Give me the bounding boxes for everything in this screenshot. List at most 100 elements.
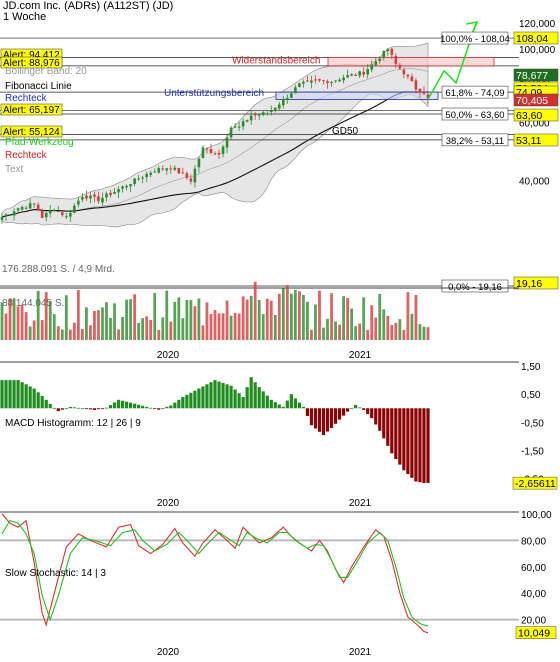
macd-bar: [309, 408, 314, 426]
candle-body: [358, 71, 361, 76]
macd-bar: [398, 408, 402, 465]
candle-body: [282, 99, 285, 106]
macd-bar: [265, 395, 269, 409]
volume-bar: [350, 308, 354, 340]
volume-bar: [44, 292, 48, 340]
overlay-label: Rechteck: [5, 150, 48, 161]
price-badge-bg: [513, 93, 559, 107]
macd-bar: [249, 377, 253, 409]
candle-body: [221, 146, 225, 154]
alert-label-bg: [0, 125, 63, 138]
volume-bar: [177, 297, 181, 340]
candle-body: [338, 79, 341, 82]
macd-bar: [173, 402, 177, 409]
price-badge-bg: [513, 108, 559, 122]
support-label: Unterstützungsbereich: [164, 88, 264, 99]
volume-bar: [306, 301, 309, 340]
candle-body: [129, 184, 132, 187]
candle-body: [362, 71, 365, 75]
candle-body: [181, 172, 185, 174]
candle-body: [249, 115, 253, 121]
volume-bar: [193, 306, 197, 340]
candle-body: [225, 137, 229, 148]
macd-bar: [418, 408, 422, 483]
macd-bar: [394, 408, 398, 459]
macd-bar: [257, 387, 261, 409]
macd-badge-bg: [512, 476, 558, 490]
macd-bar: [237, 393, 241, 409]
macd-bar: [213, 380, 217, 409]
volume-bar: [76, 290, 80, 340]
candle-body: [40, 210, 44, 218]
candle-body: [0, 217, 4, 220]
support-zone: [275, 91, 439, 100]
macd-bar: [354, 404, 358, 409]
candle-body: [402, 69, 406, 75]
volume-bar: [72, 322, 76, 340]
macd-bar: [426, 408, 430, 483]
macd-bar: [153, 408, 157, 410]
alert-label: Alert: 65,197: [3, 105, 60, 116]
macd-bar: [273, 402, 277, 409]
candle-body: [346, 75, 349, 78]
macd-bar: [52, 408, 56, 410]
candle-body: [205, 148, 209, 150]
stoch-badge: 10,049: [518, 628, 550, 640]
candle-body: [233, 126, 237, 128]
volume-bar: [285, 285, 289, 340]
candle-body: [173, 167, 177, 170]
volume-bar: [28, 326, 32, 340]
candle-body: [426, 94, 430, 99]
price-badge: 78,677: [516, 70, 548, 82]
volume-bar: [161, 317, 165, 340]
candle-body: [48, 210, 52, 214]
candle-body: [350, 73, 353, 76]
volume-bar: [60, 329, 64, 340]
candle-body: [165, 168, 169, 171]
macd-bar: [325, 408, 330, 432]
candle-body: [330, 81, 333, 83]
volume-bar: [109, 317, 112, 340]
candle-body: [32, 203, 36, 205]
candle-body: [125, 185, 128, 188]
macd-bar: [293, 398, 297, 409]
macd-bar: [205, 384, 209, 409]
volume-bar: [213, 309, 217, 340]
volume-bar: [189, 300, 193, 340]
candle-body: [406, 74, 410, 77]
volume-bar: [32, 320, 36, 340]
macd-bar: [149, 407, 153, 409]
candle-body: [334, 80, 337, 82]
volume-last-label: 88.144.045 S.: [2, 298, 64, 309]
candle-body: [213, 153, 217, 155]
volume-bar: [105, 302, 108, 340]
candle-body: [390, 48, 394, 55]
candle-body: [366, 69, 370, 75]
candle-body: [93, 194, 96, 197]
volume-bar: [257, 299, 261, 340]
volume-bar: [330, 293, 333, 340]
macd-bar: [289, 394, 293, 409]
volume-bar: [322, 327, 325, 340]
stoch-d-line: [1, 519, 429, 627]
macd-bar: [181, 397, 185, 409]
volume-bar: [40, 320, 44, 340]
volume-bar: [418, 324, 422, 340]
volume-bar: [113, 303, 116, 340]
price-axis-tick: 60,000: [519, 118, 550, 129]
macd-bar: [40, 396, 44, 409]
volume-bar: [281, 288, 285, 340]
candle-body: [237, 126, 241, 128]
x-axis-tick: 2020: [157, 647, 180, 658]
volume-bar: [153, 293, 157, 340]
volume-bar: [241, 296, 245, 340]
volume-bar: [93, 311, 96, 340]
candle-body: [97, 196, 100, 202]
volume-bar: [12, 298, 16, 340]
candle-body: [20, 206, 24, 210]
volume-bar: [89, 325, 92, 340]
volume-bar: [221, 313, 225, 340]
x-axis-tick: 2021: [349, 350, 372, 361]
volume-bar: [374, 317, 378, 340]
